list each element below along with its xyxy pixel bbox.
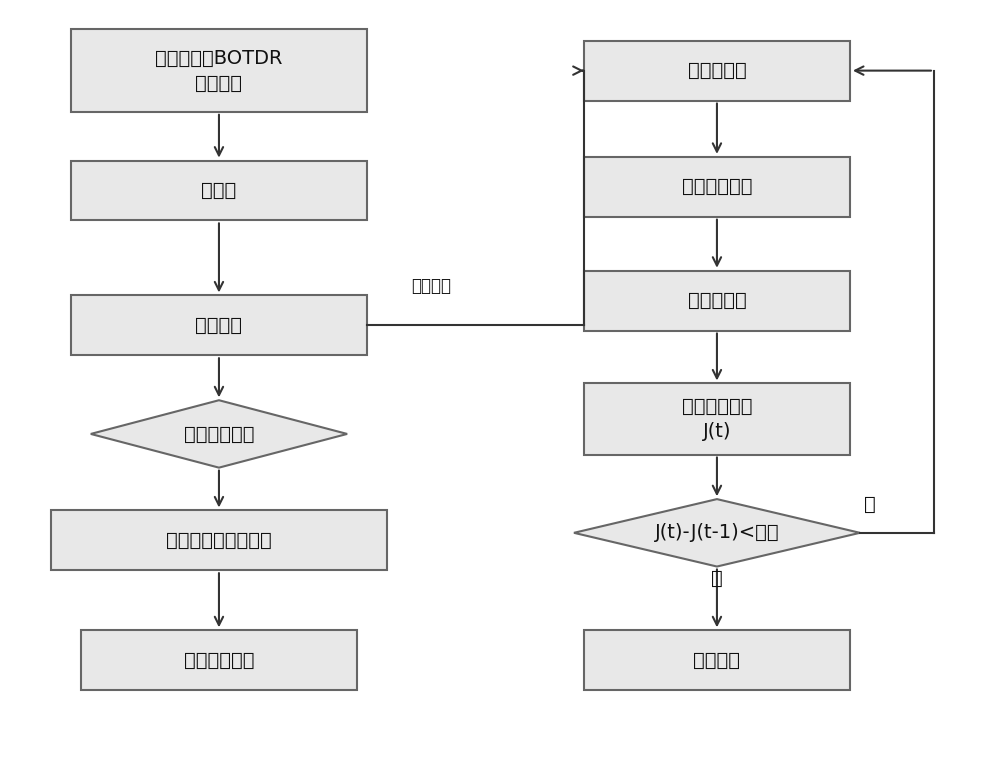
FancyBboxPatch shape	[71, 160, 367, 221]
FancyBboxPatch shape	[71, 295, 367, 356]
Text: 判断融冰状态: 判断融冰状态	[184, 424, 254, 443]
Text: 密度分类: 密度分类	[195, 316, 242, 335]
FancyBboxPatch shape	[71, 30, 367, 112]
Text: 预处理: 预处理	[201, 181, 237, 200]
Text: 输电线路的BOTDR
监测数据: 输电线路的BOTDR 监测数据	[155, 49, 283, 92]
Text: 确定隶属度: 确定隶属度	[688, 291, 746, 310]
FancyBboxPatch shape	[584, 630, 850, 691]
Text: 具体流程: 具体流程	[411, 278, 451, 295]
Polygon shape	[574, 499, 860, 567]
Text: 未融冰或者直接脱冰: 未融冰或者直接脱冰	[166, 531, 272, 550]
Text: 归一化得权值: 归一化得权值	[682, 177, 752, 196]
Text: 否: 否	[864, 495, 876, 514]
Text: 计算价值函数
J(t): 计算价值函数 J(t)	[682, 397, 752, 441]
FancyBboxPatch shape	[51, 510, 387, 570]
Text: 确定中心点: 确定中心点	[688, 61, 746, 80]
FancyBboxPatch shape	[81, 630, 357, 691]
FancyBboxPatch shape	[584, 383, 850, 455]
FancyBboxPatch shape	[584, 271, 850, 330]
Text: 是: 是	[711, 569, 723, 588]
Text: 停止算法: 停止算法	[693, 651, 740, 670]
Polygon shape	[91, 401, 347, 468]
Text: 准备应急措施: 准备应急措施	[184, 651, 254, 670]
FancyBboxPatch shape	[584, 40, 850, 101]
FancyBboxPatch shape	[584, 156, 850, 217]
Text: J(t)-J(t-1)<阈值: J(t)-J(t-1)<阈值	[655, 523, 779, 542]
